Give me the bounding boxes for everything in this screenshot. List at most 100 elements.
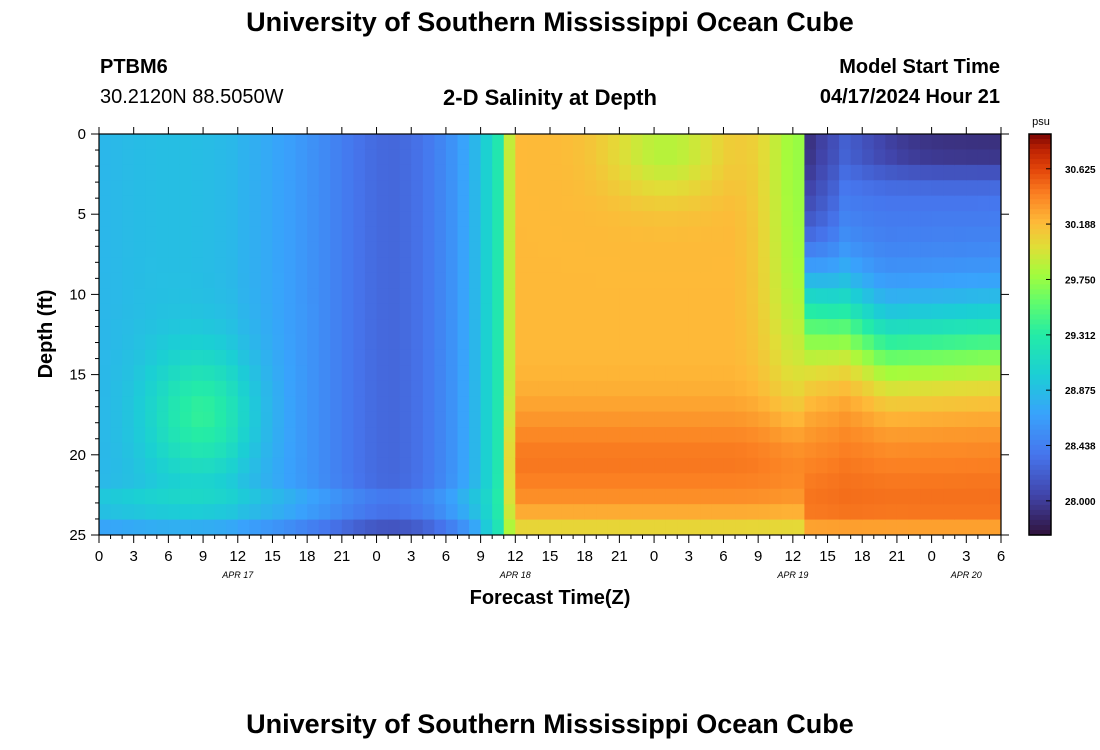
heatmap-cell [573,272,586,289]
heatmap-cell [827,442,840,459]
heatmap-cell [110,211,123,228]
heatmap-cell [307,211,320,228]
heatmap-cell [758,396,771,413]
heatmap-cell [434,380,447,397]
heatmap-cell [179,134,193,151]
heatmap-cell [584,149,597,166]
heatmap-cell [792,396,806,413]
heatmap-cell [503,134,516,151]
heatmap-cell [619,442,632,459]
heatmap-cell [168,272,181,289]
heatmap-cell [364,134,378,151]
heatmap-cell [619,396,632,413]
heatmap-cell [630,226,644,243]
heatmap-cell [307,488,320,505]
heatmap-cell [145,488,158,505]
heatmap-cell [191,334,204,351]
heatmap-cell [665,365,678,382]
heatmap-cell [191,349,204,366]
heatmap-cell [665,241,678,258]
heatmap-cell [156,442,169,459]
heatmap-cell [735,288,748,305]
heatmap-cell [735,473,748,490]
heatmap-cell [353,334,366,351]
heatmap-cell [781,226,794,243]
heatmap-cell [110,303,123,320]
heatmap-cell [677,334,690,351]
colorbar-band [1029,509,1051,516]
heatmap-cell [804,303,817,320]
colorbar-band [1029,349,1051,356]
heatmap-cell [480,380,493,397]
heatmap-cell [469,519,482,535]
heatmap-cell [596,149,609,166]
heatmap-cell [469,134,482,151]
heatmap-cell [839,211,852,228]
heatmap-cell [769,149,782,166]
heatmap-cell [179,149,193,166]
heatmap-cell [781,396,794,413]
colorbar-band [1029,484,1051,491]
heatmap-cell [145,519,158,535]
heatmap-cell [492,396,505,413]
heatmap-cell [376,334,389,351]
heatmap-cell [376,457,389,474]
heatmap-cell [758,488,771,505]
heatmap-cell [503,241,516,258]
colorbar-band [1029,444,1051,451]
heatmap-cell [237,288,250,305]
heatmap-cell [723,226,736,243]
heatmap-cell [284,427,297,444]
heatmap-cell [364,319,378,336]
heatmap-cell [815,226,829,243]
heatmap-cell [538,257,551,274]
heatmap-cell [977,226,991,243]
heatmap-cell [226,134,239,151]
heatmap-cell [214,303,227,320]
heatmap-cell [746,442,759,459]
heatmap-cell [989,272,1001,289]
heatmap-cell [364,349,378,366]
heatmap-cell [550,241,563,258]
heatmap-cell [492,427,505,444]
heatmap-cell [191,488,204,505]
heatmap-cell [850,473,863,490]
heatmap-cell [735,241,748,258]
heatmap-cell [515,272,528,289]
heatmap-cell [307,411,320,428]
heatmap-cell [573,473,586,490]
heatmap-cell [908,180,921,197]
heatmap-cell [989,211,1001,228]
heatmap-cell [422,519,435,535]
heatmap-cell [815,257,829,274]
heatmap-cell [110,257,123,274]
heatmap-cell [99,519,112,535]
heatmap-cell [272,442,285,459]
heatmap-cell [700,195,713,212]
heatmap-cell [723,473,736,490]
heatmap-cell [318,442,331,459]
heatmap-cell [584,319,597,336]
heatmap-cell [353,427,366,444]
heatmap-cell [781,319,794,336]
heatmap-cell [457,396,470,413]
heatmap-cell [850,149,863,166]
heatmap-cell [885,334,898,351]
heatmap-cell [376,427,389,444]
heatmap-cell [156,457,169,474]
x-tick-label: 18 [854,548,871,565]
heatmap-cell [469,504,482,521]
heatmap-cell [156,380,169,397]
heatmap-cell [804,349,817,366]
heatmap-cell [665,272,678,289]
x-tick-label: 6 [997,548,1005,565]
heatmap-cell [688,488,701,505]
heatmap-cell [156,427,169,444]
heatmap-cell [341,504,355,521]
colorbar-band [1029,414,1051,421]
heatmap-cell [862,288,875,305]
heatmap-cell [700,257,713,274]
x-tick-label: 0 [650,548,658,565]
heatmap-cell [179,272,193,289]
heatmap-cell [966,457,979,474]
